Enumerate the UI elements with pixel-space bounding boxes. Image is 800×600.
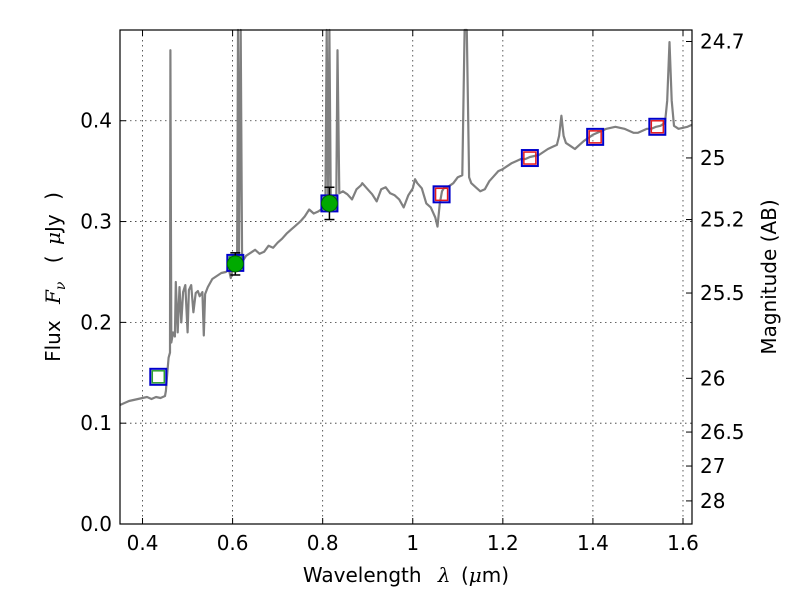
magnitude-tick-label: 25.2 <box>700 208 745 232</box>
y-tick-label: 0.2 <box>80 310 112 334</box>
x-tick-label: 0.4 <box>127 531 159 555</box>
observed-points <box>226 186 338 276</box>
photometry-box-inner <box>434 187 449 202</box>
y-tick-label: 0.4 <box>80 109 112 133</box>
y-tick-label: 0.3 <box>80 210 112 234</box>
plot-frame <box>119 29 693 525</box>
photometry-box-outer <box>586 127 605 146</box>
x-tick-label: 1 <box>406 531 419 555</box>
axis-ticks: 0.4 0.6 0.8 1 1.2 1.4 1.6 0.0 0.1 0.2 0.3 0.4 24.7 25… <box>80 29 744 555</box>
photometry-boxes <box>149 117 667 386</box>
spectrum-layer <box>119 28 693 407</box>
x-tick-label: 0.8 <box>307 531 339 555</box>
grid <box>120 30 692 525</box>
magnitude-axis-label: Magnitude (AB) <box>757 199 781 354</box>
photometry-box-inner <box>523 151 537 165</box>
y-tick-label: 0.1 <box>80 411 112 435</box>
y-axis-label: Flux Fν ( μJy ) <box>41 192 70 362</box>
x-tick-label: 1.2 <box>487 531 519 555</box>
magnitude-tick-label: 28 <box>700 489 725 513</box>
magnitude-tick-label: 26 <box>700 366 725 390</box>
photometry-box-outer <box>520 149 539 168</box>
observed-point <box>226 255 244 273</box>
photometry-box-inner <box>588 130 602 144</box>
magnitude-tick-label: 25.5 <box>700 281 745 305</box>
magnitude-tick-label: 26.5 <box>700 420 745 444</box>
observed-point <box>320 194 338 212</box>
y-tick-label: 0.0 <box>80 512 112 536</box>
magnitude-tick-label: 27 <box>700 454 725 478</box>
photometry-box-inner <box>151 370 166 384</box>
spectrum-line <box>119 28 693 407</box>
photometry-box-outer <box>432 185 451 204</box>
magnitude-tick-label: 25 <box>700 146 725 170</box>
x-tick-label: 1.4 <box>577 531 609 555</box>
x-tick-label: 0.6 <box>217 531 249 555</box>
photometry-box-inner <box>650 120 665 134</box>
photometry-box-outer <box>648 117 667 136</box>
magnitude-tick-label: 24.7 <box>700 29 745 53</box>
x-tick-label: 1.6 <box>667 531 699 555</box>
x-axis-label: Wavelength λ (μm) <box>303 563 509 587</box>
photometry-box-outer <box>149 367 168 386</box>
